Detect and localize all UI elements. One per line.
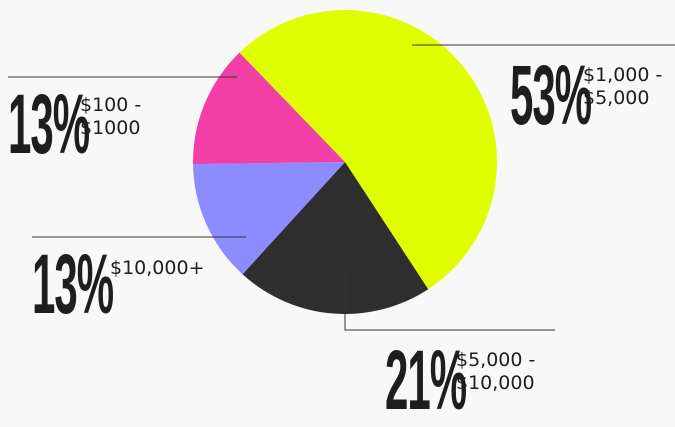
value-label: 13% bbox=[32, 237, 114, 331]
chart bbox=[8, 10, 675, 331]
value-label: 53% bbox=[510, 48, 592, 142]
page: 53% $1,000 - $5,000 21% $5,000 - $10,000… bbox=[8, 10, 675, 422]
leader-line bbox=[344, 272, 555, 331]
pie-slice bbox=[242, 162, 429, 314]
value-label: 13% bbox=[8, 77, 90, 171]
category-label: $5,000 - $10,000 bbox=[456, 349, 536, 394]
pie-slice bbox=[193, 162, 345, 275]
category-label: $100 - $1000 bbox=[80, 94, 142, 139]
category-label: $1,000 - $5,000 bbox=[583, 64, 663, 109]
pie-slice bbox=[239, 10, 497, 290]
pie-slice bbox=[193, 52, 345, 165]
category-label: $10,000+ bbox=[110, 257, 205, 279]
value-label: 21% bbox=[385, 333, 467, 427]
pie bbox=[193, 10, 497, 314]
